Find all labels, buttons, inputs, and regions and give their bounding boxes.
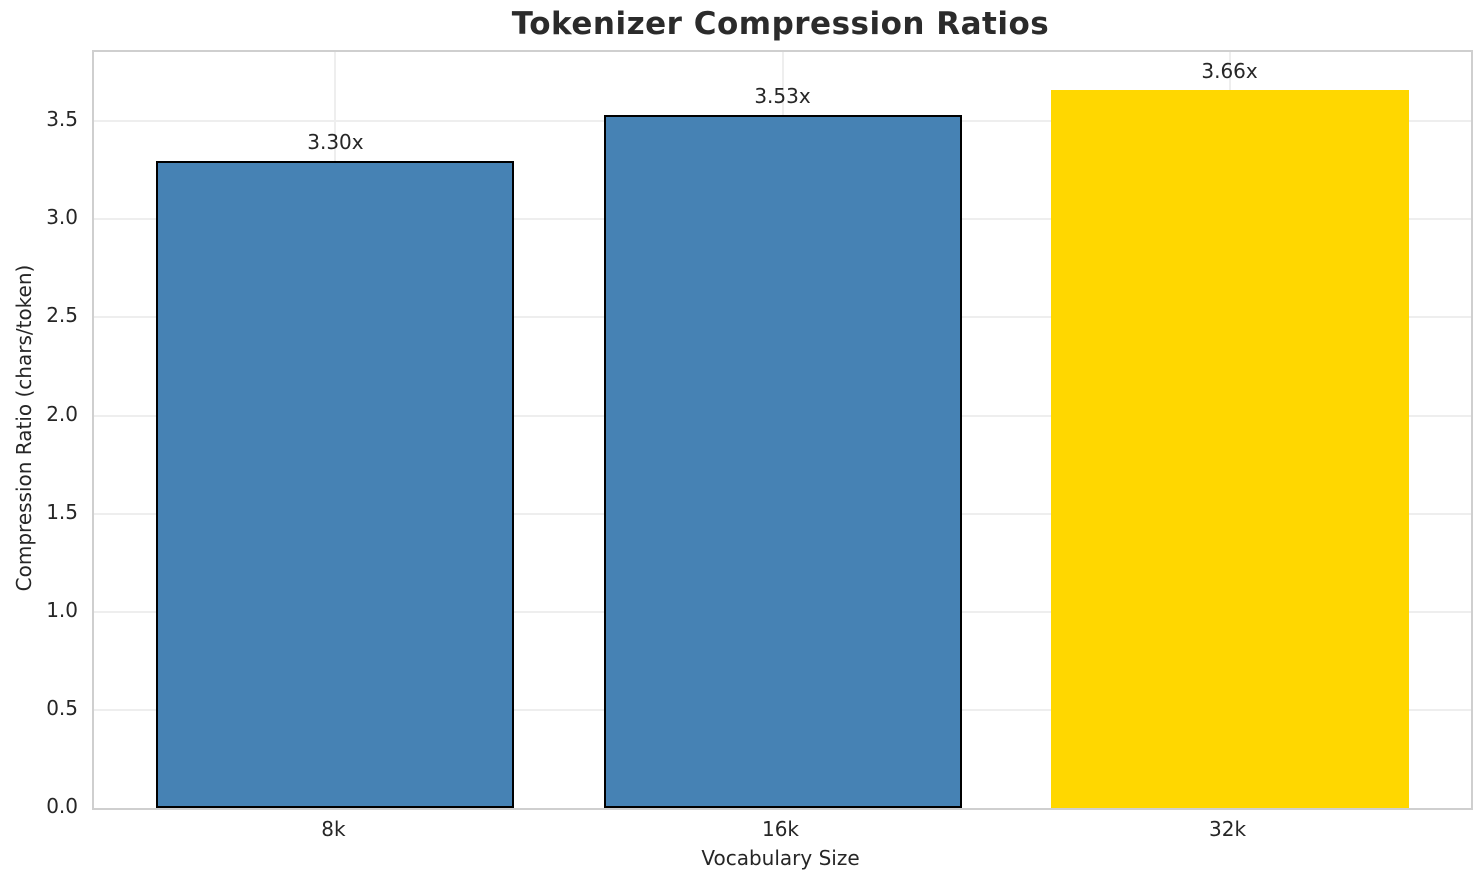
y-tick-label: 1.5: [46, 499, 78, 524]
y-tick-label: 2.0: [46, 401, 78, 426]
x-tick-label-32k: 32k: [1209, 817, 1247, 841]
y-tick-label: 3.5: [46, 107, 78, 132]
bar-8k: [156, 161, 514, 808]
bar-16k: [604, 115, 962, 808]
y-axis-label: Compression Ratio (chars/token): [12, 264, 36, 592]
x-tick-label-16k: 16k: [761, 817, 800, 841]
bar-value-label: 3.66x: [1201, 59, 1258, 83]
y-tick-label: 0.0: [46, 794, 78, 818]
bar-value-label: 3.53x: [754, 84, 811, 108]
plot-area: 3.30x 3.53x 3.66x: [92, 50, 1473, 810]
bar-32k: [1051, 90, 1409, 808]
y-tick-label: 0.5: [46, 695, 78, 720]
y-tick-label: 3.0: [46, 205, 78, 230]
y-tick-label: 2.5: [46, 303, 78, 328]
x-tick-label-8k: 8k: [321, 817, 346, 841]
bar-value-label: 3.30x: [307, 130, 364, 154]
x-axis-label: Vocabulary Size: [701, 846, 860, 870]
y-tick-label: 1.0: [46, 597, 78, 622]
chart-title: Tokenizer Compression Ratios: [511, 6, 1050, 42]
